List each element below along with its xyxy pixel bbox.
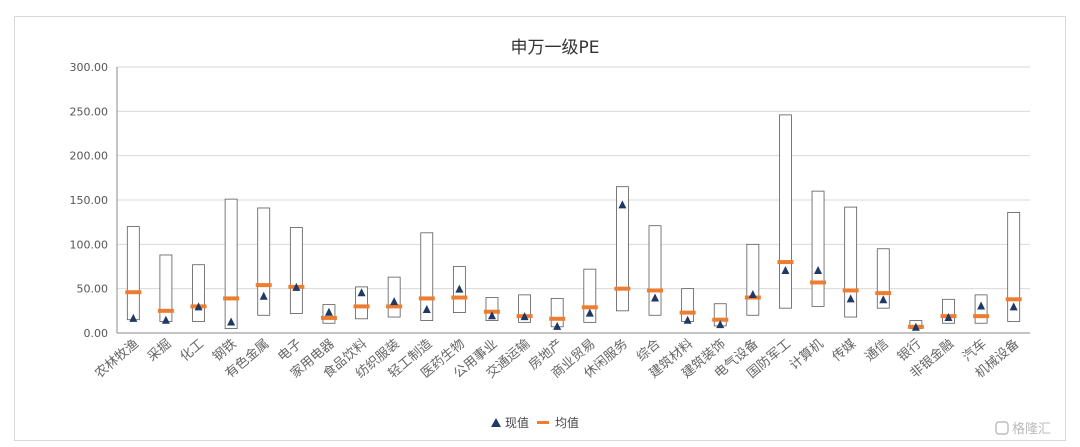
range-box [485,297,499,321]
mean-marker [223,296,240,301]
range-box [746,243,760,316]
current-marker [651,293,660,302]
current-marker [683,315,692,324]
mean-marker [1005,297,1022,302]
mean-marker [777,260,794,265]
mean-marker [157,308,174,313]
current-marker [781,266,790,275]
current-marker [911,322,920,331]
mean-marker [320,315,337,320]
current-marker [129,313,138,322]
mean-marker [810,280,827,285]
watermark-logo-icon [995,421,1009,435]
x-tick-label: 采掘 [145,337,175,365]
current-marker [487,311,496,320]
range-box [616,186,629,312]
legend-mean-label: 均值 [555,415,579,430]
current-marker [814,266,823,275]
mean-marker [647,288,664,293]
mean-marker [712,317,729,322]
y-axis: 0.00 50.00 100.00 150.00 200.00 250.00 300.00 [70,61,109,340]
grid [116,66,1030,334]
mean-marker [875,291,892,296]
range-box [289,227,303,314]
legend: 现值 均值 [491,415,579,430]
x-tick-label: 计算机 [787,337,827,374]
legend-current-marker [491,418,501,427]
current-marker [520,312,529,321]
range-box [126,226,140,321]
y-tick-label: 300.00 [70,61,109,74]
y-tick-label: 150.00 [70,194,109,207]
legend-current-label: 现值 [505,415,529,430]
current-marker [390,297,399,306]
mean-marker [581,305,598,310]
current-marker [553,321,562,330]
current-marker [324,307,333,316]
mean-marker [255,283,272,288]
current-marker [259,291,268,300]
current-marker [748,289,757,298]
mean-marker [679,310,696,315]
current-marker [227,317,236,326]
range-box [224,198,238,329]
chart-frame: 申万一级PE 0.00 50.00 100.00 150.00 200.00 250.00… [14,16,1066,441]
current-marker [585,308,594,317]
current-marker [944,313,953,322]
x-tick-label: 化工 [178,337,208,365]
current-marker [194,302,203,311]
current-marker [879,295,888,304]
y-tick-label: 50.00 [77,283,109,296]
x-tick-label: 农林牧渔 [92,337,141,382]
current-marker [357,288,366,297]
current-marker [846,294,855,303]
range-box [811,190,825,307]
range-box [192,264,205,322]
mean-marker [549,316,566,321]
current-marker [455,284,464,293]
x-tick-label: 传媒 [830,337,860,365]
watermark: 格隆汇 [995,421,1051,437]
y-tick-label: 200.00 [70,150,109,163]
legend-mean-marker [537,421,549,424]
mean-marker [386,304,403,309]
current-marker [977,301,986,310]
x-tick-label: 通信 [862,337,892,365]
chart-title: 申万一级PE [511,38,600,58]
current-marker [292,282,301,291]
pe-range-chart: 申万一级PE 0.00 50.00 100.00 150.00 200.00 250.00… [70,38,1052,437]
mean-marker [418,296,435,301]
current-marker [161,315,170,324]
current-marker [1009,302,1018,311]
current-marker [716,320,725,329]
mean-marker [842,288,859,293]
current-marker [422,305,431,314]
watermark-text: 格隆汇 [1012,421,1051,437]
range-box [779,114,792,309]
y-tick-label: 100.00 [70,238,109,251]
y-tick-label: 0.00 [84,327,109,340]
current-markers [129,200,1018,331]
y-tick-label: 250.00 [70,105,109,118]
range-boxes [126,114,1021,329]
mean-marker [353,304,370,309]
mean-marker [614,286,631,291]
range-box [257,207,271,316]
range-box [1007,212,1021,322]
mean-marker [973,314,990,319]
mean-marker [125,290,142,295]
range-box [648,225,662,316]
mean-marker [451,295,468,300]
current-marker [618,200,627,209]
